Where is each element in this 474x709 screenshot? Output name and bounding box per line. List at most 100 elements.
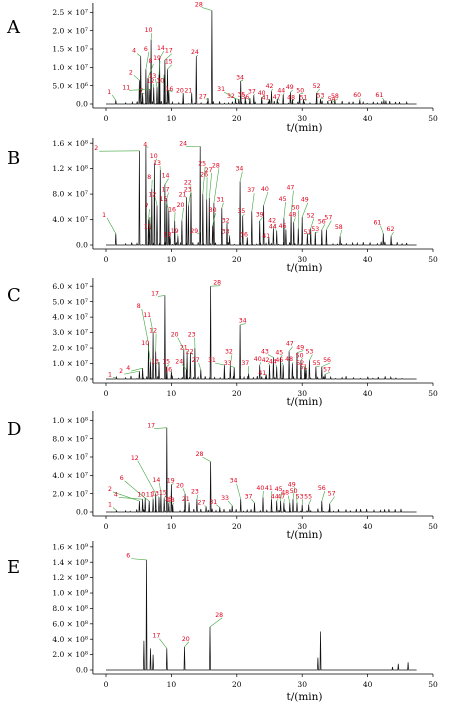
peak-label: 60 xyxy=(353,92,361,99)
peak-leader-line xyxy=(131,367,143,372)
x-tick-label: 50 xyxy=(428,255,438,264)
peak-label: 49 xyxy=(288,481,296,488)
peak-label: 15 xyxy=(162,359,170,366)
x-tick-label: 50 xyxy=(428,114,438,123)
peak-leader-line xyxy=(303,365,307,369)
peak-leader-line xyxy=(259,217,263,222)
peak-label: 35 xyxy=(237,92,245,99)
peak-leader-line xyxy=(299,92,304,95)
peak-label: 55 xyxy=(313,360,321,367)
peak-label: 19 xyxy=(153,55,161,62)
peak-label: 39 xyxy=(256,211,264,218)
peak-label: 11 xyxy=(146,491,154,498)
peak-leader-line xyxy=(123,370,140,375)
chromatogram-trace xyxy=(106,427,417,514)
peak-leader-line xyxy=(149,216,152,230)
peak-label: 29 xyxy=(190,228,198,235)
y-tick-label: 4.0 × 10⁷ xyxy=(52,215,88,224)
peak-leader-line xyxy=(196,54,199,57)
x-tick-label: 0 xyxy=(104,389,109,398)
peak-leader-line xyxy=(277,98,280,101)
peak-leader-line xyxy=(167,64,173,70)
peak-leader-line xyxy=(268,362,270,366)
peak-leader-line xyxy=(248,97,251,101)
peak-label: 47 xyxy=(286,341,294,348)
peak-label: 11 xyxy=(144,223,152,230)
x-tick-label: 30 xyxy=(297,522,307,531)
peak-leader-line xyxy=(147,63,154,79)
peak-leader-line xyxy=(273,223,276,229)
peak-leader-line xyxy=(168,501,172,504)
peak-leader-line xyxy=(300,358,303,361)
peak-label: 45 xyxy=(279,196,287,203)
peak-leader-line xyxy=(303,98,307,101)
peak-leader-line xyxy=(129,89,150,91)
peak-leader-line xyxy=(166,202,170,211)
peak-label: 27 xyxy=(199,94,207,101)
x-tick-label: 0 xyxy=(104,680,109,689)
peak-label: 61 xyxy=(375,92,383,99)
peak-label: 1 xyxy=(107,89,111,96)
peak-leader-line xyxy=(181,207,184,221)
peak-label: 42 xyxy=(266,83,274,90)
peak-leader-line xyxy=(154,158,158,164)
peak-leader-line xyxy=(209,172,212,198)
peak-leader-line xyxy=(184,641,190,648)
peak-label: 14 xyxy=(162,173,170,180)
y-tick-label: 1.2 × 10⁹ xyxy=(52,573,88,582)
peak-label: 44 xyxy=(269,223,277,230)
peak-label: 47 xyxy=(273,94,281,101)
peak-leader-line xyxy=(309,354,313,361)
peak-leader-line xyxy=(288,346,294,352)
peak-label: 21 xyxy=(182,496,190,503)
peak-label: 12 xyxy=(148,192,156,199)
peak-leader-line xyxy=(308,499,312,505)
peak-leader-line xyxy=(182,488,186,494)
panel-b: 0.0 4.0 × 10⁷ 8.0 × 10⁷ 1.2 × 10⁸ 1.6 × 10⁸ 0… xyxy=(7,138,438,274)
peak-label: 8 xyxy=(137,303,141,310)
peak-label: 28 xyxy=(196,451,204,458)
y-tick-label: 6.0 × 10⁷ xyxy=(52,453,88,462)
peak-label: 21 xyxy=(179,192,187,199)
y-tick-label: 5.0 × 10⁷ xyxy=(52,297,88,306)
peak-leader-line xyxy=(283,93,285,95)
x-tick-label: 10 xyxy=(167,680,177,689)
peak-label: 28 xyxy=(212,162,220,169)
peak-label: 34 xyxy=(235,166,243,173)
peak-leader-line xyxy=(188,192,192,206)
peak-label: 16 xyxy=(164,496,172,503)
peak-label: 30 xyxy=(209,207,217,214)
chromatogram-trace xyxy=(106,286,417,380)
peak-leader-line xyxy=(316,89,320,94)
peak-leader-line xyxy=(283,202,286,219)
peak-leader-line xyxy=(292,487,296,500)
peak-leader-line xyxy=(227,500,233,506)
x-tick-label: 20 xyxy=(232,522,242,531)
peak-leader-line xyxy=(133,75,140,81)
x-tick-label: 50 xyxy=(428,389,438,398)
peak-label: 45 xyxy=(275,349,283,356)
peak-label: 19 xyxy=(167,478,175,485)
chromatogram-trace xyxy=(106,10,417,105)
peak-label: 56 xyxy=(318,218,326,225)
y-tick-label: 0.0 xyxy=(76,241,88,250)
y-tick-label: 3.0 × 10⁷ xyxy=(52,328,88,337)
peak-label: 10 xyxy=(145,27,153,34)
peak-label: 53 xyxy=(305,348,313,355)
peak-leader-line xyxy=(112,491,140,502)
peak-leader-line xyxy=(144,497,150,502)
peak-label: 13 xyxy=(151,491,159,498)
peak-label: 51 xyxy=(300,95,308,102)
peak-label: 24 xyxy=(175,359,183,366)
peak-leader-line xyxy=(216,504,220,508)
x-tick-label: 0 xyxy=(104,255,109,264)
y-tick-label: 1.2 × 10⁸ xyxy=(52,164,88,173)
peak-leader-line xyxy=(124,480,146,499)
peak-leader-line xyxy=(158,60,161,75)
peak-leader-line xyxy=(145,51,150,70)
peak-label: 62 xyxy=(387,226,395,233)
peak-leader-line xyxy=(118,497,143,500)
peak-label: 24 xyxy=(179,141,187,148)
peak-label: 22 xyxy=(186,348,194,355)
peak-leader-line xyxy=(214,362,225,366)
